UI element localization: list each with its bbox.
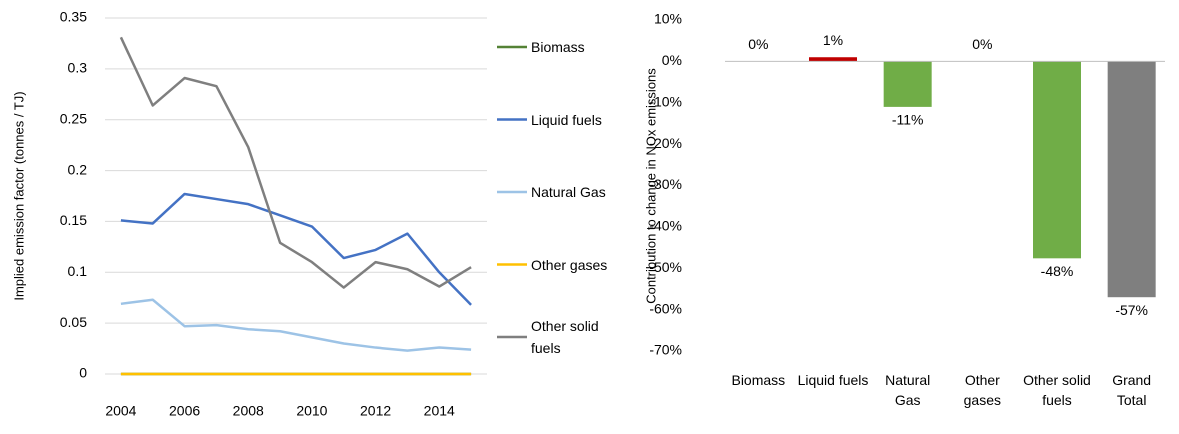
value-label: 0%	[748, 36, 768, 52]
y-tick-label: -70%	[649, 342, 682, 358]
x-tick-label: Natural Gas	[885, 372, 931, 408]
x-tick-label: 2004	[105, 403, 136, 419]
x-tick-label: Biomass	[731, 372, 786, 388]
y-tick-label: -50%	[649, 259, 682, 275]
y-tick-label: 10%	[654, 11, 682, 27]
y-tick-label: 0.05	[60, 314, 87, 330]
legend-label: Biomass	[531, 39, 585, 55]
legend-label: Natural Gas	[531, 184, 606, 200]
legend-label: Other solid fuels	[531, 318, 599, 356]
y-tick-label: 0	[79, 365, 87, 381]
x-tick-label: 2010	[296, 403, 327, 419]
y-tick-label: 0.2	[68, 161, 88, 177]
legend-label: Other gases	[531, 256, 608, 273]
y-tick-label: -20%	[649, 135, 682, 151]
x-tick-label: 2008	[233, 403, 264, 419]
y-axis-label: Implied emission factor (tonnes / TJ)	[11, 91, 26, 300]
bar	[883, 61, 932, 107]
y-tick-label: 0%	[662, 52, 682, 68]
x-tick-label: Other gases	[963, 372, 1001, 408]
x-tick-label: Grand Total	[1112, 372, 1152, 408]
value-label: 1%	[823, 32, 843, 48]
x-tick-label: 2006	[169, 403, 200, 419]
value-label: -48%	[1041, 263, 1074, 279]
bar	[1033, 61, 1081, 259]
value-label: 0%	[972, 36, 992, 52]
y-tick-label: 0.1	[68, 263, 88, 279]
series-line	[120, 298, 472, 352]
y-tick-label: 0.25	[60, 110, 87, 126]
y-tick-label: -60%	[649, 300, 682, 316]
bar	[1107, 61, 1156, 298]
value-label: -57%	[1115, 302, 1148, 318]
x-tick-label: Liquid fuels	[797, 372, 869, 388]
y-axis-label: Contribution to change in NOx emissions	[643, 68, 658, 304]
legend-label: Liquid fuels	[531, 111, 602, 128]
y-tick-label: 0.3	[68, 60, 88, 76]
y-tick-label: 0.35	[60, 9, 87, 25]
x-tick-label: Other solid fuels	[1023, 372, 1091, 408]
y-tick-label: -40%	[649, 218, 682, 234]
y-tick-label: -10%	[649, 93, 682, 109]
series-line	[119, 36, 472, 289]
y-tick-label: -30%	[649, 176, 682, 192]
x-tick-label: 2014	[424, 403, 455, 419]
x-tick-label: 2012	[360, 403, 391, 419]
y-tick-label: 0.15	[60, 212, 87, 228]
series-line	[120, 192, 472, 306]
bar	[809, 57, 857, 62]
value-label: -11%	[892, 112, 924, 128]
